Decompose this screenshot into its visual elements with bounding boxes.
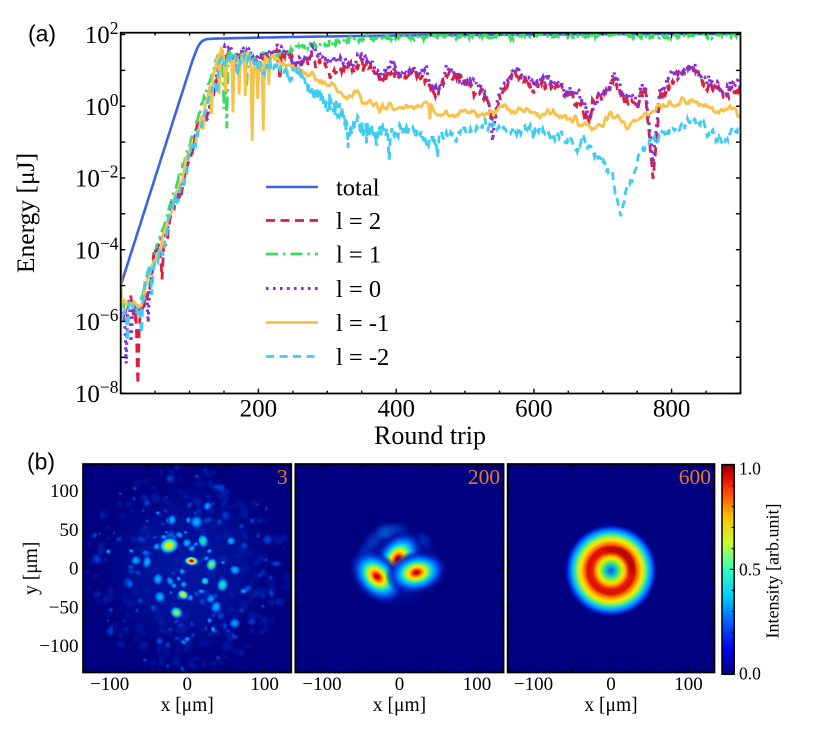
svg-text:0.5: 0.5	[739, 559, 761, 579]
svg-text:x [μm]: x [μm]	[584, 695, 637, 716]
svg-text:l = 1: l = 1	[336, 241, 381, 268]
svg-text:l = -1: l = -1	[336, 310, 389, 337]
svg-text:x [μm]: x [μm]	[161, 695, 214, 716]
svg-text:50: 50	[60, 520, 79, 541]
svg-text:(a): (a)	[28, 21, 56, 47]
svg-text:200: 200	[468, 465, 500, 489]
svg-text:400: 400	[377, 396, 415, 423]
svg-text:0.0: 0.0	[739, 664, 761, 684]
svg-text:Intensity [arb.unit]: Intensity [arb.unit]	[763, 504, 783, 639]
svg-text:l = -2: l = -2	[336, 344, 389, 371]
svg-text:l = 0: l = 0	[336, 276, 381, 303]
svg-text:600: 600	[679, 465, 711, 489]
svg-text:(b): (b)	[27, 449, 55, 475]
svg-text:100: 100	[463, 674, 492, 695]
svg-text:x [μm]: x [μm]	[373, 695, 426, 716]
svg-text:0: 0	[606, 674, 616, 695]
svg-text:3: 3	[277, 465, 288, 489]
svg-text:−100: −100	[39, 636, 78, 657]
svg-text:0: 0	[395, 674, 405, 695]
svg-text:0: 0	[182, 674, 192, 695]
svg-text:800: 800	[653, 396, 691, 423]
svg-text:100: 100	[674, 674, 703, 695]
svg-text:Energy [μJ]: Energy [μJ]	[11, 153, 40, 273]
svg-text:100: 100	[250, 674, 279, 695]
svg-text:600: 600	[515, 396, 553, 423]
svg-text:1.0: 1.0	[739, 459, 761, 479]
svg-text:Round trip: Round trip	[374, 421, 486, 450]
svg-text:l = 2: l = 2	[336, 208, 381, 235]
svg-text:total: total	[336, 174, 380, 201]
svg-text:−100: −100	[90, 674, 129, 695]
svg-text:−100: −100	[302, 674, 341, 695]
svg-text:0: 0	[69, 559, 79, 580]
svg-text:200: 200	[240, 396, 278, 423]
svg-text:−50: −50	[49, 597, 79, 618]
svg-text:100: 100	[50, 481, 79, 502]
svg-text:y [μm]: y [μm]	[21, 542, 42, 595]
svg-text:−100: −100	[514, 674, 553, 695]
